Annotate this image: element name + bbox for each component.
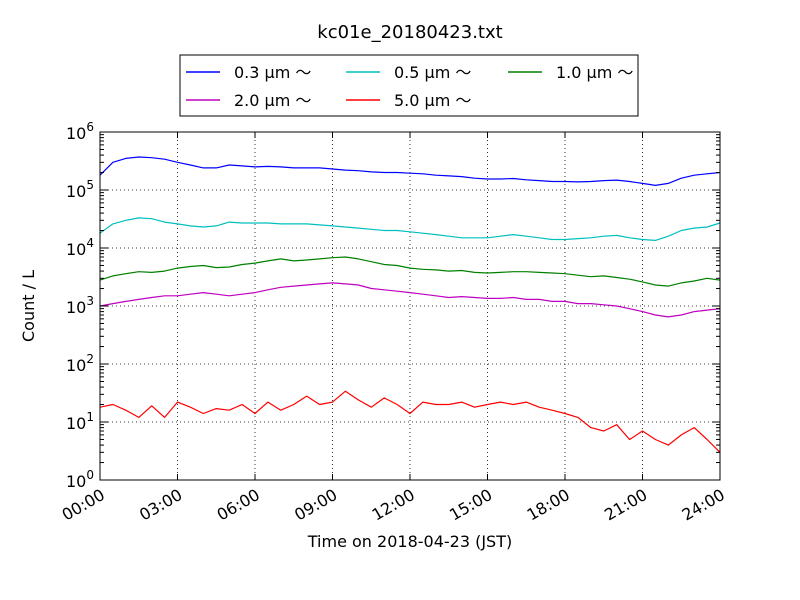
y-axis-label: Count / L xyxy=(19,270,38,342)
chart-title: kc01e_20180423.txt xyxy=(317,22,502,43)
y-tick-label: 103 xyxy=(66,294,94,317)
y-tick-label: 105 xyxy=(66,178,94,201)
y-tick-label: 100 xyxy=(66,468,94,491)
legend-label: 5.0 μm ～ xyxy=(394,91,471,110)
y-tick-label: 106 xyxy=(66,120,94,143)
x-axis-label: Time on 2018-04-23 (JST) xyxy=(307,532,512,551)
series-layer xyxy=(99,156,721,453)
legend-label: 0.3 μm ～ xyxy=(234,63,311,82)
series-line-0 xyxy=(99,156,721,186)
y-tick-label: 104 xyxy=(66,236,94,259)
y-tick-labels: 100 101 102 103 104 105 106 xyxy=(66,120,94,491)
legend-label: 1.0 μm ～ xyxy=(556,63,633,82)
series-line-3 xyxy=(99,282,721,318)
series-line-1 xyxy=(99,217,721,241)
legend: 0.3 μm ～ 0.5 μm ～ 1.0 μm ～ 2.0 μm ～ 5.0 μm ～ xyxy=(179,54,639,117)
y-tick-label: 101 xyxy=(66,410,94,433)
series-line-2 xyxy=(99,256,721,287)
legend-label: 0.5 μm ～ xyxy=(394,63,471,82)
legend-label: 2.0 μm ～ xyxy=(234,91,311,110)
y-tick-label: 102 xyxy=(66,352,94,375)
series-line-4 xyxy=(99,390,721,453)
legend-box xyxy=(179,54,639,117)
axis-ticks xyxy=(99,131,721,481)
